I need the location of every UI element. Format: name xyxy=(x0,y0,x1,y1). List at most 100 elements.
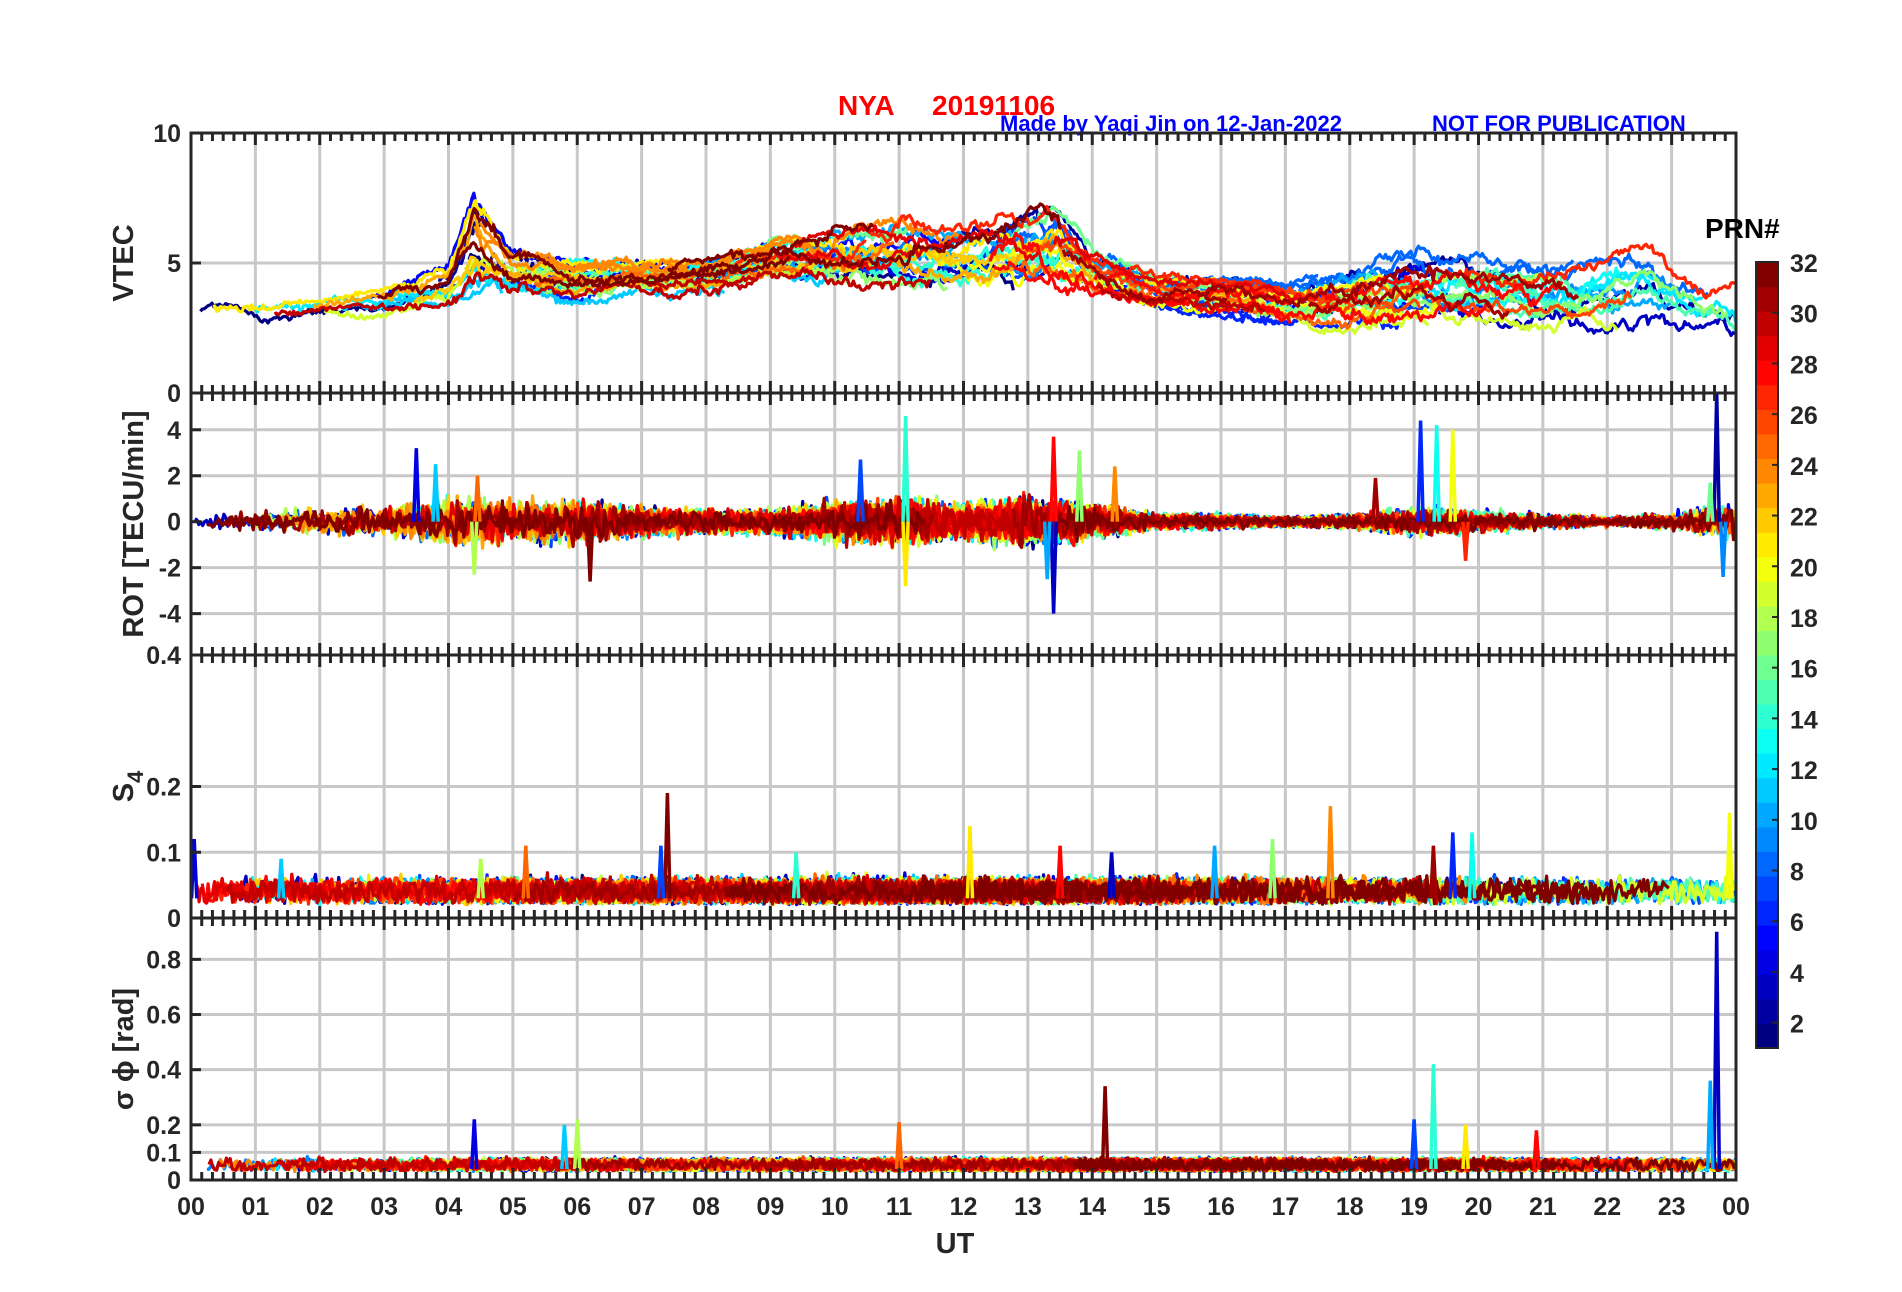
title-date: 20191106 xyxy=(932,90,1055,121)
y-tick-label: 0.6 xyxy=(146,1002,181,1030)
spike-mark xyxy=(1712,931,1722,1170)
y-tick-label: 10 xyxy=(153,120,181,148)
spike-mark xyxy=(663,793,672,899)
prn-line xyxy=(1072,1155,1736,1174)
x-tick-label: 14 xyxy=(1078,1193,1106,1221)
prn-line xyxy=(1169,244,1575,292)
colorbar-cell xyxy=(1756,311,1778,337)
spike-mark xyxy=(1409,1119,1419,1170)
x-tick-label: 00 xyxy=(177,1193,205,1221)
spike-mark xyxy=(1371,477,1380,522)
spike-mark xyxy=(521,845,531,899)
colorbar-tick-label: 26 xyxy=(1790,402,1818,430)
colorbar-tick-label: 8 xyxy=(1790,859,1804,887)
panel-s4: 0 0.1 0.2 0.4 S4 xyxy=(108,642,1738,933)
x-ticks-sigma_phi xyxy=(189,918,1738,1180)
spike-mark xyxy=(1110,466,1120,522)
spike-mark xyxy=(656,845,666,899)
colorbar-cell xyxy=(1756,704,1778,730)
x-tick-label: 13 xyxy=(1014,1193,1042,1221)
spike-mark xyxy=(1055,845,1065,899)
x-tick-label: 19 xyxy=(1400,1193,1428,1221)
spike-mark xyxy=(856,459,865,522)
x-tick-label: 02 xyxy=(306,1193,334,1221)
spike-mark xyxy=(1467,832,1477,899)
colorbar-cell xyxy=(1756,286,1778,312)
y-tick-label: -4 xyxy=(159,601,181,629)
prn-line xyxy=(919,873,1670,906)
prn-line xyxy=(207,1155,591,1174)
spike-mark xyxy=(1429,1064,1438,1170)
colorbar-cell xyxy=(1756,777,1778,803)
y-tick-label: 0.2 xyxy=(146,1112,181,1140)
x-tick-label: 10 xyxy=(821,1193,849,1221)
x-tick-label: 06 xyxy=(563,1193,591,1221)
y-tick-label: 0 xyxy=(167,509,181,537)
y-tick-label: 0.4 xyxy=(146,642,181,670)
spike-mark xyxy=(1705,482,1715,522)
x-tick-label: 16 xyxy=(1207,1193,1235,1221)
y-tick-label: 2 xyxy=(167,463,181,491)
spike-mark xyxy=(1705,1080,1715,1170)
colorbar-cell xyxy=(1756,998,1778,1024)
prn-line xyxy=(1307,284,1510,320)
prn-line xyxy=(634,266,931,301)
colorbar-cell xyxy=(1756,876,1778,902)
colorbar-cell xyxy=(1756,483,1778,509)
colorbar-cell xyxy=(1756,679,1778,705)
x-tick-label: 20 xyxy=(1465,1193,1493,1221)
spike-mark xyxy=(1432,425,1441,522)
series-s4 xyxy=(191,793,1736,907)
spike-mark xyxy=(469,1119,479,1170)
colorbar-cell xyxy=(1756,360,1778,386)
colorbar-tick-label: 28 xyxy=(1790,351,1818,379)
prn-line xyxy=(273,271,755,317)
prn-line xyxy=(889,233,1100,284)
spike-mark xyxy=(1718,521,1728,577)
y-tick-label: -2 xyxy=(159,555,181,583)
y-tick-label: 0 xyxy=(167,905,181,933)
prn-line xyxy=(666,202,1063,274)
colorbar-cell xyxy=(1756,925,1778,951)
panel-sigma_phi: 00.10.2 0.4 0.6 0.8σ ϕ [rad] xyxy=(108,916,1738,1195)
x-tick-labels: 00 01 02 03 04 05 06 07 08 09 10 11 12 13 14 15 16 17 18 19… xyxy=(177,1193,1750,1221)
spike-mark xyxy=(1532,1130,1541,1170)
series-sigma_phi xyxy=(206,931,1736,1174)
y-axis-label: S4 xyxy=(108,770,148,802)
colorbar-cell xyxy=(1756,728,1778,754)
colorbar-tick-label: 10 xyxy=(1790,808,1818,836)
y-tick-label: 0 xyxy=(167,380,181,408)
spike-mark xyxy=(1210,845,1219,899)
colorbar-tick-label: 2 xyxy=(1790,1011,1804,1039)
spike-mark xyxy=(894,1122,904,1170)
colorbar-label: PRN# xyxy=(1705,213,1780,244)
y-axis-label: ROT [TECU/min] xyxy=(118,410,150,637)
colorbar-tick-label: 24 xyxy=(1790,453,1818,481)
colorbar-cell xyxy=(1756,581,1778,607)
x-tick-label: 07 xyxy=(628,1193,656,1221)
x-tick-label: 18 xyxy=(1336,1193,1364,1221)
x-tick-label: 17 xyxy=(1271,1193,1299,1221)
prn-line xyxy=(1462,242,1736,300)
spike-mark xyxy=(1049,436,1058,522)
spike-mark xyxy=(572,1119,582,1170)
colorbar-cell xyxy=(1756,433,1778,459)
spike-mark xyxy=(965,825,975,899)
spike-mark xyxy=(411,448,421,522)
spike-mark xyxy=(1107,852,1116,899)
panel-vtec: 0 5 10 VTEC xyxy=(108,120,1738,408)
prn-line xyxy=(225,871,961,906)
colorbar-cell xyxy=(1756,851,1778,877)
y-axis-label: σ ϕ [rad] xyxy=(108,988,140,1110)
spike-mark xyxy=(1712,393,1722,522)
prn-line xyxy=(869,204,1287,295)
spike-mark xyxy=(1100,1086,1110,1170)
y-tick-label: 0.4 xyxy=(146,1057,181,1085)
colorbar-cell xyxy=(1756,1023,1778,1049)
spike-mark xyxy=(1461,1124,1470,1170)
spike-mark xyxy=(1042,521,1052,580)
title-station: NYA xyxy=(838,90,895,121)
colorbar-cell xyxy=(1756,753,1778,779)
